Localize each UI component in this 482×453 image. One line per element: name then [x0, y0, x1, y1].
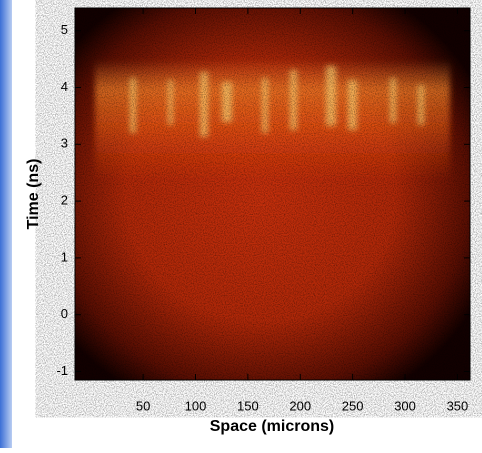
- y-tick-label: -1: [56, 363, 68, 378]
- y-tick-label: 5: [61, 22, 68, 37]
- slide-edge: [0, 0, 12, 448]
- y-tick-label: 1: [61, 249, 68, 264]
- x-tick-label: 100: [185, 398, 207, 413]
- x-tick-label: 350: [447, 398, 469, 413]
- plot-frame: [74, 7, 471, 381]
- x-tick-label: 150: [237, 398, 259, 413]
- y-tick-label: 3: [61, 136, 68, 151]
- y-tick-label: 0: [61, 306, 68, 321]
- x-axis-label: Space (microns): [210, 418, 334, 435]
- x-tick-label: 50: [136, 398, 150, 413]
- y-tick-label: 4: [61, 79, 68, 94]
- y-axis-label: Time (ns): [25, 159, 42, 230]
- x-tick-label: 250: [342, 398, 364, 413]
- x-tick-label: 300: [394, 398, 416, 413]
- y-tick-label: 2: [61, 193, 68, 208]
- streak-image: [75, 8, 470, 380]
- x-tick-label: 200: [289, 398, 311, 413]
